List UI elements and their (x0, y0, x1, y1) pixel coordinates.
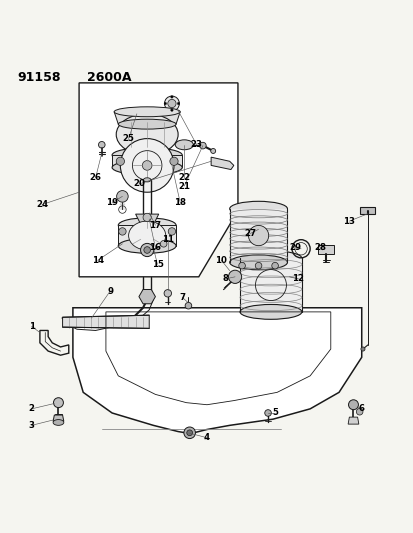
Ellipse shape (112, 148, 182, 163)
Ellipse shape (112, 160, 182, 175)
Circle shape (144, 247, 150, 253)
Polygon shape (114, 112, 180, 124)
Circle shape (116, 191, 128, 202)
Circle shape (248, 225, 268, 246)
Text: 25: 25 (122, 134, 134, 143)
Text: 22: 22 (178, 173, 190, 182)
Polygon shape (118, 225, 176, 246)
Text: 27: 27 (244, 229, 256, 238)
Circle shape (143, 213, 151, 222)
Circle shape (53, 398, 63, 408)
Text: 6: 6 (358, 405, 364, 414)
Circle shape (168, 228, 175, 235)
Text: 2600A: 2600A (87, 70, 131, 84)
Ellipse shape (175, 140, 193, 150)
Polygon shape (53, 415, 64, 421)
Text: 91158: 91158 (17, 70, 61, 84)
Text: 29: 29 (289, 244, 301, 253)
Text: 10: 10 (215, 256, 227, 265)
Circle shape (170, 109, 173, 111)
Ellipse shape (118, 218, 176, 233)
Text: 13: 13 (342, 216, 354, 225)
Circle shape (98, 141, 105, 148)
Text: 21: 21 (178, 182, 190, 190)
Circle shape (164, 102, 166, 105)
Ellipse shape (114, 107, 180, 117)
Circle shape (186, 430, 192, 435)
Text: 3: 3 (28, 421, 35, 430)
Circle shape (160, 240, 166, 247)
Text: 4: 4 (204, 433, 209, 442)
Text: 1: 1 (28, 322, 35, 331)
Circle shape (183, 427, 195, 439)
Text: 12: 12 (291, 274, 303, 284)
Circle shape (185, 302, 191, 309)
Ellipse shape (128, 221, 165, 250)
Ellipse shape (229, 201, 287, 216)
Text: 24: 24 (36, 200, 48, 209)
Circle shape (167, 99, 176, 108)
Polygon shape (139, 289, 155, 304)
Circle shape (255, 262, 261, 269)
Polygon shape (135, 214, 158, 222)
Text: 19: 19 (106, 198, 118, 207)
Circle shape (238, 262, 245, 269)
Text: 9: 9 (107, 287, 113, 296)
Circle shape (199, 142, 206, 149)
Circle shape (264, 410, 271, 416)
Ellipse shape (118, 119, 176, 129)
Circle shape (177, 102, 179, 105)
Polygon shape (240, 259, 301, 312)
Ellipse shape (229, 255, 287, 270)
Polygon shape (62, 315, 149, 328)
Text: 23: 23 (190, 140, 202, 149)
Ellipse shape (116, 114, 178, 155)
Text: 26: 26 (89, 173, 101, 182)
Ellipse shape (143, 178, 150, 182)
Text: 2: 2 (28, 405, 35, 414)
Circle shape (142, 160, 152, 170)
Text: 20: 20 (133, 180, 145, 189)
Polygon shape (73, 308, 361, 434)
Circle shape (164, 96, 179, 111)
Circle shape (348, 400, 358, 410)
Ellipse shape (118, 238, 176, 253)
Ellipse shape (240, 251, 301, 265)
Ellipse shape (53, 419, 64, 425)
Circle shape (356, 408, 362, 415)
Polygon shape (229, 209, 287, 262)
Text: 11: 11 (161, 235, 173, 244)
Text: 28: 28 (314, 244, 326, 253)
Bar (318, 245, 333, 254)
Circle shape (210, 149, 215, 154)
Circle shape (360, 347, 364, 351)
Circle shape (228, 270, 241, 284)
Text: 15: 15 (151, 260, 163, 269)
Circle shape (164, 289, 171, 297)
Circle shape (169, 157, 178, 165)
Text: 16: 16 (149, 244, 161, 253)
Polygon shape (211, 157, 233, 169)
Circle shape (140, 244, 153, 256)
Text: 7: 7 (179, 293, 185, 302)
Circle shape (271, 262, 278, 269)
Text: 14: 14 (91, 256, 104, 265)
Text: 8: 8 (222, 274, 228, 284)
Ellipse shape (240, 304, 301, 319)
Polygon shape (347, 417, 358, 424)
Bar (360, 207, 375, 214)
Circle shape (120, 139, 173, 192)
Text: 17: 17 (149, 221, 161, 230)
Text: 18: 18 (174, 198, 186, 207)
Text: 5: 5 (271, 408, 278, 417)
Circle shape (116, 157, 124, 165)
Polygon shape (112, 155, 182, 167)
Circle shape (119, 228, 126, 235)
Polygon shape (79, 83, 237, 277)
Circle shape (170, 96, 173, 98)
